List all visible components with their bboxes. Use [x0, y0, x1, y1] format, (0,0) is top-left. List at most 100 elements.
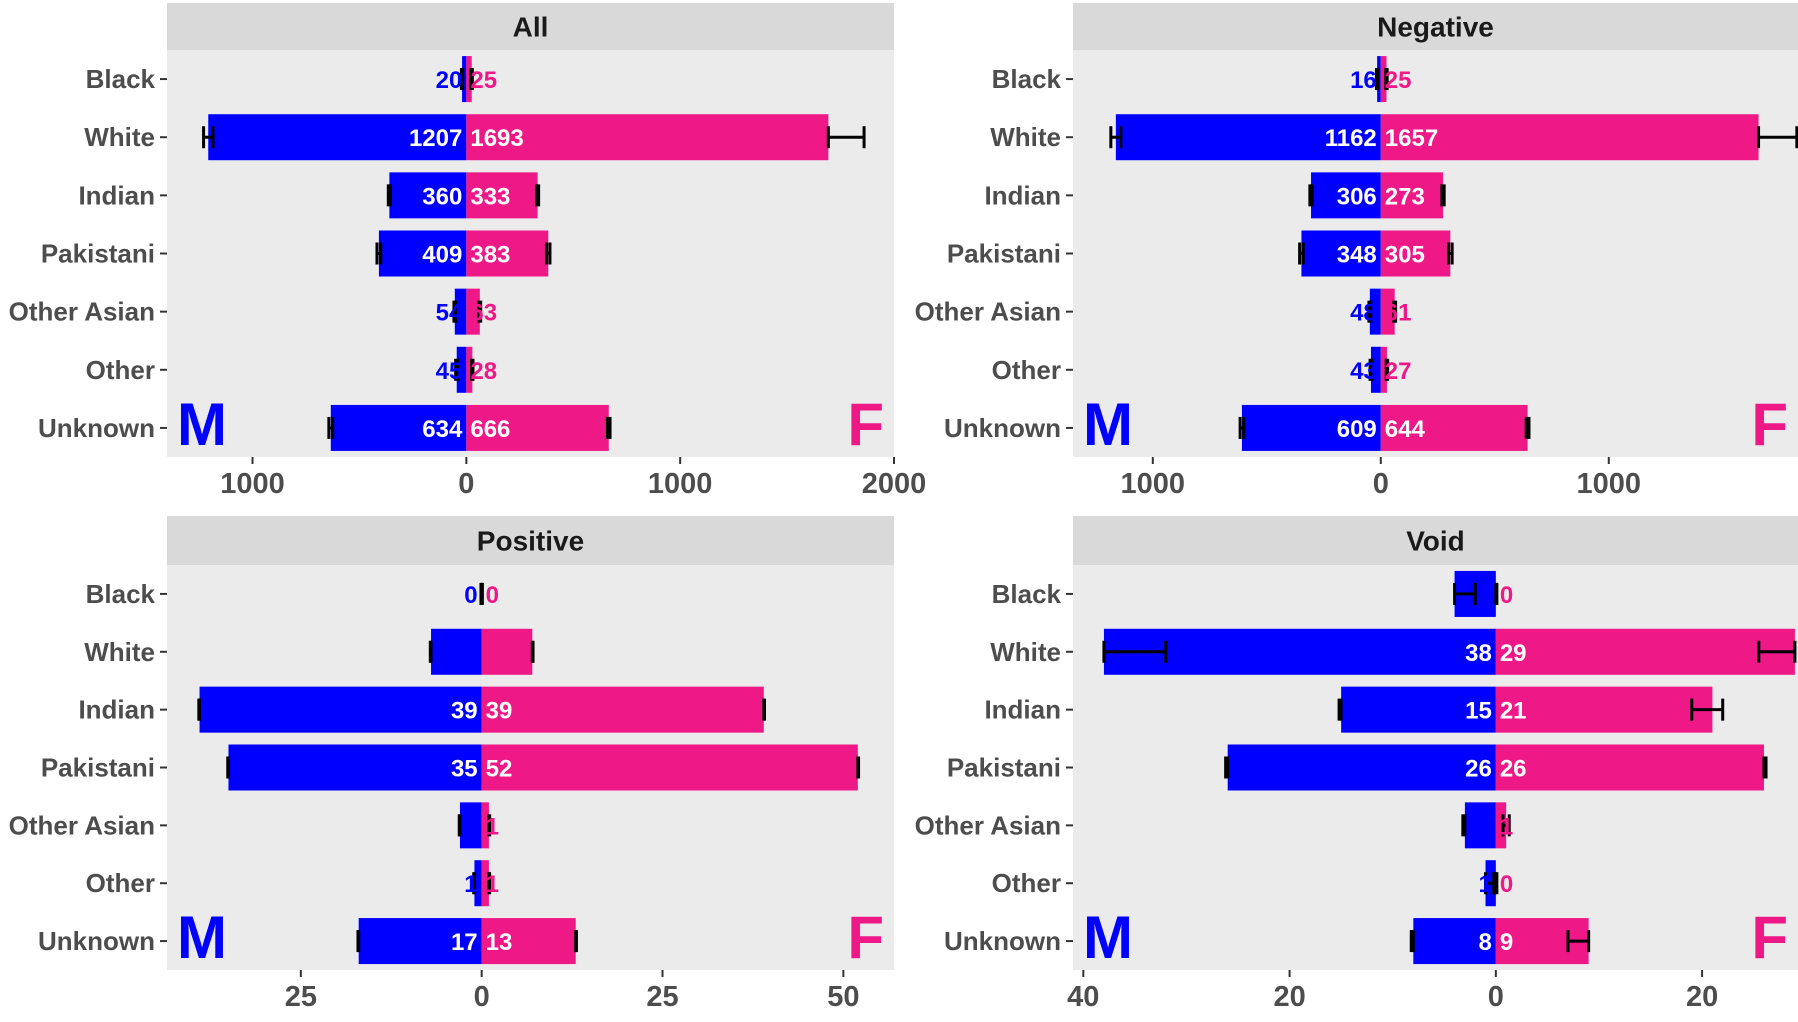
- y-tick-label: White: [990, 122, 1061, 152]
- data-label-female: 63: [470, 300, 497, 327]
- data-label-female: 1: [1500, 813, 1513, 840]
- bar-female-indian: [481, 686, 764, 733]
- data-label-male: 1: [1478, 871, 1491, 898]
- data-label-female: 61: [1385, 300, 1412, 327]
- y-tick-label: Other: [992, 868, 1061, 898]
- y-tick-label: White: [84, 637, 155, 667]
- y-tick-label: Indian: [984, 695, 1061, 725]
- y-tick-label: Black: [86, 64, 156, 94]
- bar-female-other-asian: [466, 288, 480, 335]
- y-tick-label: Indian: [78, 180, 155, 210]
- y-tick-label: Other Asian: [9, 297, 155, 327]
- data-label-female: 25: [1385, 67, 1412, 94]
- x-tick-label: 1000: [1577, 468, 1642, 500]
- data-label-female: 644: [1385, 416, 1426, 443]
- bar-male-pakistani: [1301, 230, 1381, 277]
- data-label-female: 383: [470, 242, 510, 269]
- data-label-male: 409: [422, 242, 462, 269]
- bar-male-pakistani: [1227, 744, 1496, 791]
- data-label-male: 35: [451, 756, 478, 783]
- female-label: F: [847, 904, 884, 971]
- data-label-male: 8: [1478, 929, 1491, 956]
- x-tick-label: 1000: [648, 468, 713, 500]
- data-label-male: 7: [464, 640, 477, 667]
- bar-female-indian: [1380, 172, 1444, 219]
- data-label-female: 305: [1385, 242, 1425, 269]
- data-label-female: 7: [486, 640, 499, 667]
- bar-male-unknown: [1241, 404, 1381, 451]
- data-label-male: 609: [1337, 416, 1377, 443]
- bar-female-pakistani: [1495, 744, 1764, 791]
- bar-male-pakistani: [378, 230, 467, 277]
- y-tick-label: Pakistani: [947, 753, 1061, 783]
- x-tick-label: 1000: [220, 468, 285, 500]
- bar-female-white: [466, 114, 829, 161]
- y-tick-label: Other Asian: [915, 810, 1061, 840]
- data-label-female: 27: [1385, 358, 1412, 385]
- data-label-male: 17: [451, 929, 478, 956]
- y-tick-label: Unknown: [944, 413, 1061, 443]
- bar-male-indian: [389, 172, 467, 219]
- y-tick-label: Pakistani: [947, 239, 1061, 269]
- bar-male-other-asian: [1369, 288, 1381, 335]
- panel-strip: [1073, 3, 1798, 50]
- bar-female-indian: [1495, 686, 1713, 733]
- x-tick-label: 50: [827, 981, 859, 1013]
- data-label-female: 13: [486, 929, 513, 956]
- y-tick-label: Black: [86, 579, 156, 609]
- data-label-female: 25: [470, 67, 497, 94]
- y-tick-label: Other: [86, 355, 155, 385]
- data-label-female: 26: [1500, 756, 1527, 783]
- female-label: F: [1751, 904, 1788, 971]
- data-label-female: 1693: [470, 125, 523, 152]
- bar-female-other-asian: [1380, 288, 1395, 335]
- male-label: M: [177, 904, 227, 971]
- data-label-female: 0: [1500, 871, 1513, 898]
- bar-male-other: [474, 860, 482, 907]
- data-label-male: 45: [436, 358, 463, 385]
- x-tick-label: 20: [1686, 981, 1718, 1013]
- data-label-male: 26: [1465, 756, 1492, 783]
- bar-female-pakistani: [466, 230, 549, 277]
- bar-female-white: [481, 628, 533, 675]
- panel-title: Positive: [477, 526, 584, 557]
- bar-male-white: [431, 628, 482, 675]
- x-tick-label: 0: [474, 981, 490, 1013]
- data-label-female: 0: [1500, 582, 1513, 609]
- bar-male-white: [208, 114, 467, 161]
- bar-female-indian: [466, 172, 538, 219]
- bar-female-black: [1380, 56, 1387, 103]
- y-tick-label: Indian: [78, 695, 155, 725]
- x-tick-label: 0: [1373, 468, 1389, 500]
- male-label: M: [177, 391, 227, 458]
- bar-male-other-asian: [454, 288, 467, 335]
- y-tick-label: Other: [86, 868, 155, 898]
- bar-female-pakistani: [481, 744, 858, 791]
- y-tick-label: White: [84, 122, 155, 152]
- y-tick-label: Other Asian: [915, 297, 1061, 327]
- bar-female-unknown: [466, 404, 609, 451]
- bar-male-other-asian: [459, 802, 482, 849]
- data-label-male: 1162: [1325, 125, 1377, 152]
- data-label-female: 28: [470, 358, 497, 385]
- bar-female-white: [1495, 628, 1795, 675]
- bar-female-other: [466, 346, 473, 393]
- data-label-female: 1: [486, 813, 499, 840]
- bar-male-other-asian: [1464, 802, 1496, 849]
- y-tick-label: Unknown: [38, 413, 155, 443]
- bar-female-unknown: [481, 918, 576, 965]
- bar-female-other-asian: [481, 802, 489, 849]
- y-tick-label: Unknown: [944, 926, 1061, 956]
- data-label-female: 39: [486, 698, 513, 725]
- x-tick-label: 2000: [862, 468, 927, 500]
- y-tick-label: Indian: [984, 180, 1061, 210]
- bar-female-white: [1380, 114, 1759, 161]
- data-label-female: 1: [486, 871, 499, 898]
- data-label-male: 20: [436, 67, 463, 94]
- data-label-male: 634: [422, 416, 463, 443]
- data-label-male: 54: [436, 300, 463, 327]
- data-label-male: 3: [1478, 813, 1491, 840]
- bar-male-unknown: [330, 404, 467, 451]
- data-label-male: 39: [451, 698, 478, 725]
